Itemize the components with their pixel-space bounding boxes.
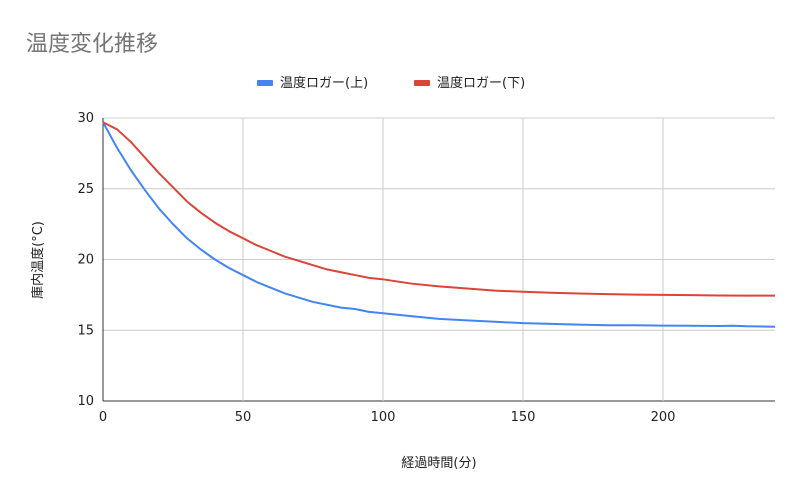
y-tick-label-20: 20 (77, 253, 94, 268)
x-tick-label-100: 100 (371, 410, 396, 425)
y-tick-label-10: 10 (77, 394, 94, 409)
series-line-1 (102, 121, 775, 297)
legend: 温度ロガー(上) 温度ロガー(下) (257, 75, 525, 91)
legend-label-upper: 温度ロガー(上) (280, 75, 368, 91)
y-tick-label-25: 25 (77, 182, 94, 197)
y-tick-label-30: 30 (77, 111, 94, 126)
series-lines (102, 121, 776, 328)
y-axis-label: 庫内温度(°C) (30, 221, 46, 299)
grid-lines (102, 117, 775, 402)
x-tick-label-50: 50 (235, 410, 252, 425)
legend-swatch-lower (414, 80, 430, 86)
legend-label-lower: 温度ロガー(下) (437, 75, 525, 91)
x-tick-label-150: 150 (511, 410, 536, 425)
legend-swatch-upper (257, 80, 273, 86)
x-axis-label: 経過時間(分) (401, 456, 476, 471)
tick-labels: 10 15 20 25 30 0 50 100 150 200 (77, 111, 675, 425)
series-line-0 (102, 121, 776, 328)
chart-title: 温度変化推移 (26, 32, 159, 57)
x-tick-label-200: 200 (651, 410, 676, 425)
x-tick-label-0: 0 (99, 410, 107, 425)
y-tick-label-15: 15 (77, 323, 94, 338)
